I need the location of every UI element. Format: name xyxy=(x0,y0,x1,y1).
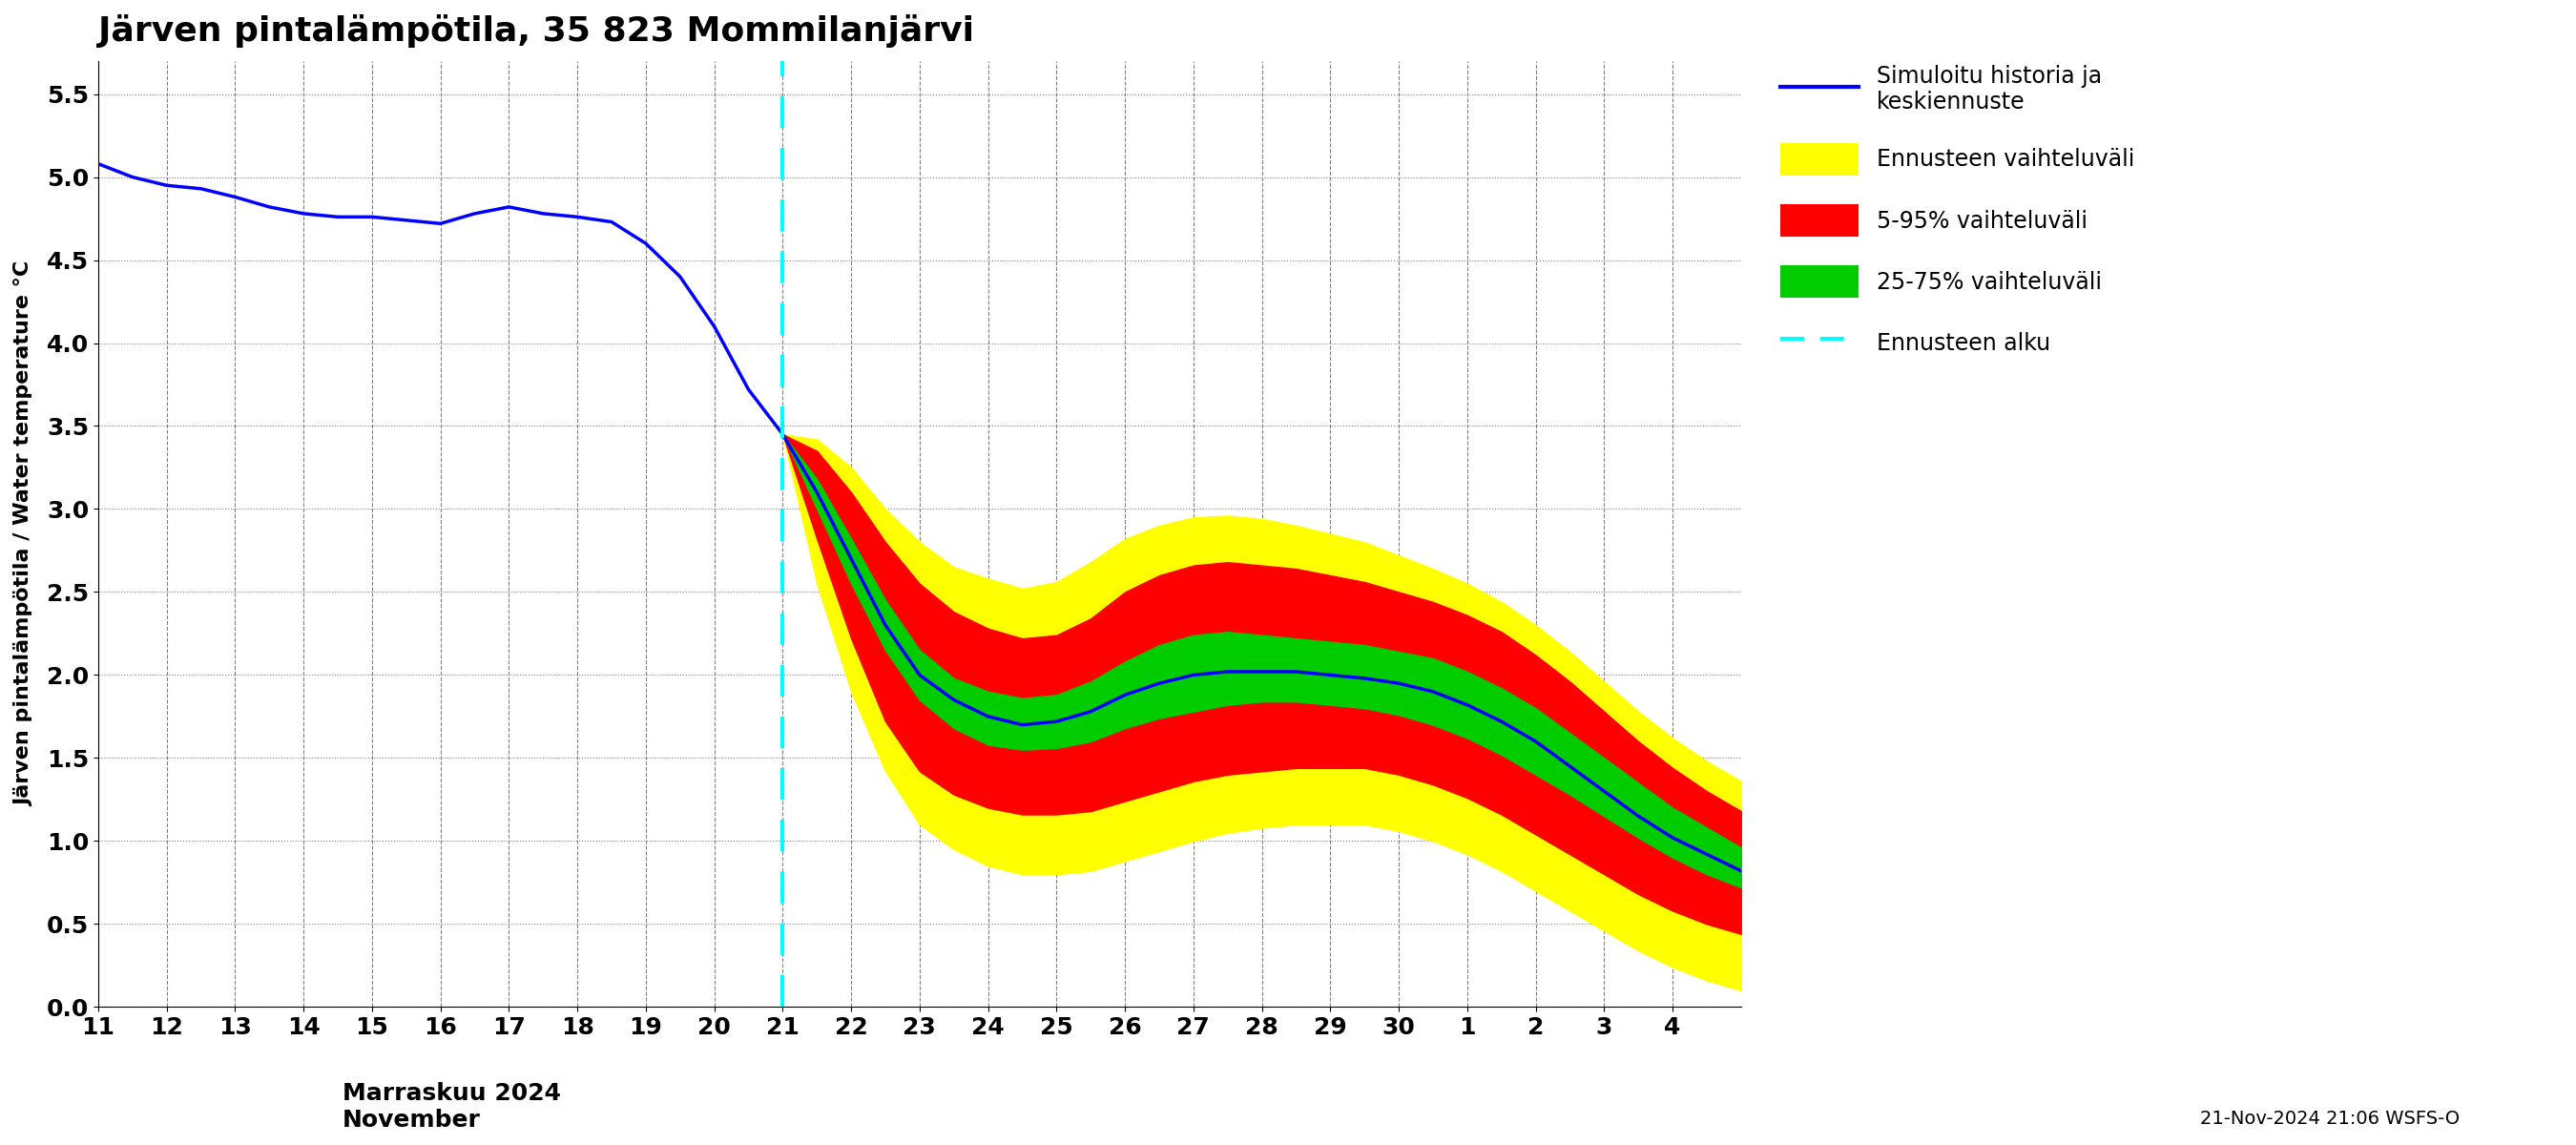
Legend: Simuloitu historia ja
keskiennuste, Ennusteen vaihteluväli, 5-95% vaihteluväli, : Simuloitu historia ja keskiennuste, Ennu… xyxy=(1770,54,2146,370)
Y-axis label: Järven pintalämpötila / Water temperature °C: Järven pintalämpötila / Water temperatur… xyxy=(15,261,33,806)
Text: 21-Nov-2024 21:06 WSFS-O: 21-Nov-2024 21:06 WSFS-O xyxy=(2200,1110,2460,1128)
Text: Järven pintalämpötila, 35 823 Mommilanjärvi: Järven pintalämpötila, 35 823 Mommilanjä… xyxy=(98,14,974,48)
Text: Marraskuu 2024
November: Marraskuu 2024 November xyxy=(343,1082,562,1131)
